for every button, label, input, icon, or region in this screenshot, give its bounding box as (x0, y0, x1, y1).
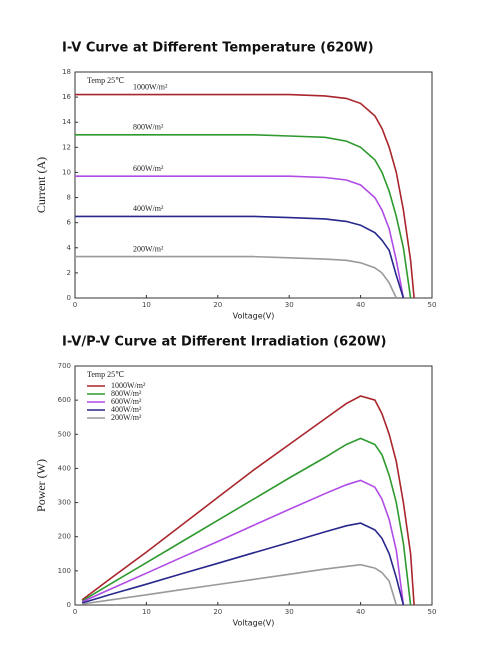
y-tick-label: 500 (58, 430, 71, 438)
legend-label: 200W/m² (133, 244, 164, 253)
legend-label: 200W/m² (111, 413, 142, 422)
legend-label: 600W/m² (111, 397, 142, 406)
x-tick-label: 30 (285, 301, 294, 309)
series-line (75, 134, 412, 299)
y-tick-label: 100 (58, 567, 71, 575)
x-tick-label: 30 (285, 608, 294, 616)
annotation: Temp 25℃ (87, 76, 124, 85)
legend-label: 400W/m² (111, 405, 142, 414)
plot-frame (74, 365, 433, 606)
y-tick-label: 16 (62, 93, 71, 101)
series-line (81, 479, 405, 606)
y-tick-label: 12 (62, 143, 71, 151)
chart-title: I-V Curve at Different Temperature (620W… (62, 41, 374, 56)
y-tick-label: 4 (67, 244, 72, 252)
y-tick-label: 700 (58, 362, 71, 370)
y-tick-label: 0 (67, 601, 71, 609)
y-tick-label: 8 (67, 194, 71, 202)
y-tick-label: 14 (62, 118, 71, 126)
series-line (75, 93, 415, 299)
x-tick-label: 0 (73, 608, 77, 616)
x-axis-label: Voltage(V) (233, 312, 275, 321)
series-line (81, 437, 412, 606)
series-line (81, 563, 398, 606)
x-tick-label: 50 (428, 608, 437, 616)
x-tick-label: 20 (213, 301, 222, 309)
legend-label: 1000W/m² (111, 381, 146, 390)
x-tick-label: 40 (356, 608, 365, 616)
chart-title: I-V/P-V Curve at Different Irradiation (… (62, 335, 387, 350)
x-tick-label: 10 (142, 301, 151, 309)
y-tick-label: 400 (58, 464, 71, 472)
series-line (75, 215, 405, 299)
y-tick-label: 6 (67, 219, 72, 227)
x-tick-label: 50 (428, 301, 437, 309)
x-tick-label: 40 (356, 301, 365, 309)
legend-label: 400W/m² (133, 204, 164, 213)
legend-label: 1000W/m² (133, 82, 168, 91)
series-line (75, 255, 398, 299)
legend-label: 600W/m² (133, 164, 164, 173)
y-tick-label: 0 (67, 294, 71, 302)
y-tick-label: 18 (62, 68, 71, 76)
legend-label: 800W/m² (111, 389, 142, 398)
x-tick-label: 0 (73, 301, 77, 309)
y-axis-label: Current (A) (34, 157, 48, 213)
series-line (81, 395, 415, 606)
y-tick-label: 10 (62, 168, 71, 176)
y-tick-label: 200 (58, 533, 71, 541)
annotation: Temp 25℃ (87, 370, 124, 379)
y-tick-label: 300 (58, 499, 71, 507)
y-tick-label: 600 (58, 396, 71, 404)
x-axis-label: Voltage(V) (233, 619, 275, 628)
x-tick-label: 10 (142, 608, 151, 616)
y-tick-label: 2 (67, 269, 71, 277)
legend-label: 800W/m² (133, 123, 164, 132)
x-tick-label: 20 (213, 608, 222, 616)
plot-frame (74, 71, 433, 299)
y-axis-label: Power (W) (34, 459, 48, 512)
series-line (75, 175, 405, 299)
series-line (81, 522, 405, 606)
